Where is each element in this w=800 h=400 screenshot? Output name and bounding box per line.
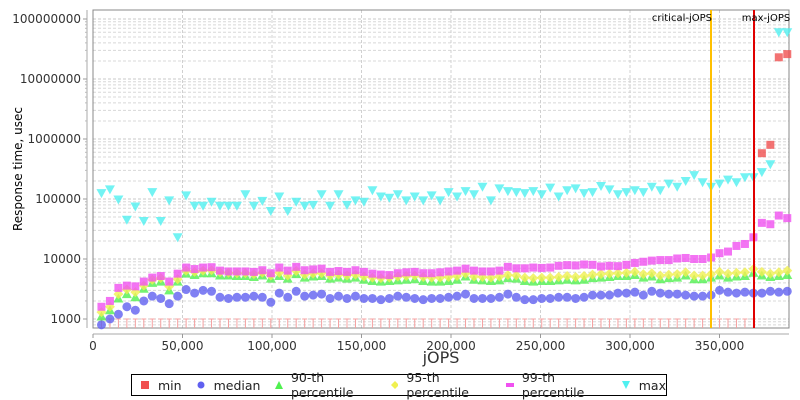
triangle-up-icon (275, 381, 283, 389)
legend-label: 99-th percentile (521, 370, 585, 400)
data-points (96, 28, 793, 330)
legend-label: 95-th percentile (406, 370, 469, 400)
legend-label: median (213, 377, 261, 393)
y-tick-label: 100000 (35, 192, 81, 206)
vertical-markers: critical-jOPS max-jOPS (652, 10, 790, 328)
critical-jops-label: critical-jOPS (652, 13, 712, 24)
y-axis-title: Response time, usec (11, 107, 25, 231)
legend-item-95-th-percentile: 95-th percentile (390, 370, 491, 400)
x-tick-label: 200,000 (426, 339, 476, 353)
square-icon (141, 381, 149, 389)
dash-icon (506, 383, 514, 387)
y-tick-label: 100000000 (12, 12, 81, 26)
x-tick-label: 150,000 (337, 339, 387, 353)
legend-item-max: max (621, 378, 666, 393)
legend-label: max (638, 377, 666, 393)
y-tick-label: 1000000 (28, 132, 81, 146)
series-median (96, 285, 792, 330)
legend-item-99-th-percentile: 99-th percentile (505, 370, 606, 400)
y-tick-label: 1000 (50, 312, 81, 326)
plot-area-border (92, 9, 790, 329)
legend: min median 90-th percentile 95-th percentil… (131, 370, 667, 400)
diamond-icon (390, 381, 399, 389)
series-99-th-percentile (97, 211, 792, 311)
grid-lines (93, 10, 789, 328)
x-tick-label: 100,000 (247, 339, 297, 353)
x-tick-label: 0 (89, 339, 97, 353)
x-tick-label: 350,000 (695, 339, 745, 353)
legend-item-min: min (140, 378, 182, 393)
triangle-down-icon (621, 381, 630, 389)
x-axis-ticks: 0 50,000 100,000 150,000 200,000 250,000 300,0… (89, 334, 744, 353)
legend-label: 90-th percentile (290, 370, 354, 400)
y-tick-label: 10000 (43, 252, 81, 266)
circle-icon (197, 381, 205, 389)
legend-item-median: median (196, 377, 261, 393)
y-axis-ticks: 1000 10000 100000 1000000 10000000 100000000 (12, 12, 87, 326)
x-tick-label: 50,000 (162, 339, 204, 353)
response-time-chart: 100010000100000100000010000000100000000 … (11, 9, 793, 367)
x-tick-label: 300,000 (605, 339, 655, 353)
legend-item-90-th-percentile: 90-th percentile (274, 370, 375, 400)
x-axis-title: jOPS (422, 348, 460, 367)
x-tick-label: 250,000 (516, 339, 566, 353)
max-jops-label: max-jOPS (742, 13, 790, 24)
series-max (96, 28, 793, 243)
y-tick-label: 10000000 (20, 72, 81, 86)
legend-label: min (158, 377, 182, 393)
